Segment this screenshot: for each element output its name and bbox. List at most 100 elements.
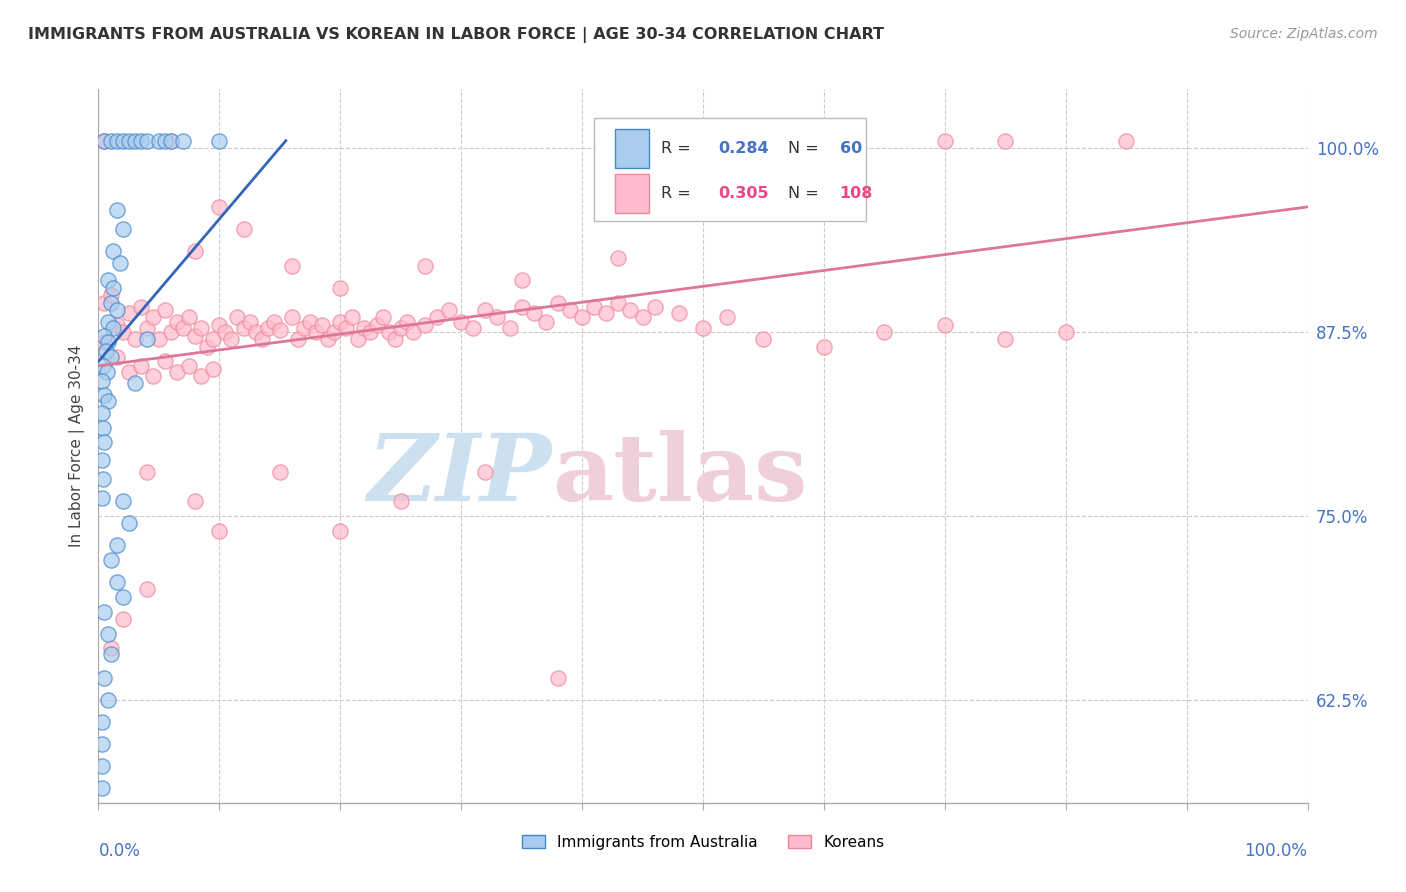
Point — [668, 306, 690, 320]
Point — [135, 320, 157, 334]
Point — [329, 281, 352, 295]
Point — [105, 302, 128, 317]
Point — [813, 340, 835, 354]
Point — [160, 325, 183, 339]
Point — [281, 310, 304, 325]
Point — [239, 315, 262, 329]
Point — [124, 134, 146, 148]
Point — [100, 295, 122, 310]
FancyBboxPatch shape — [595, 118, 866, 221]
Point — [232, 320, 254, 334]
Point — [166, 365, 188, 379]
Point — [108, 256, 131, 270]
Point — [93, 295, 115, 310]
Point — [221, 332, 243, 346]
Point — [91, 406, 114, 420]
Point — [93, 134, 115, 148]
Point — [208, 200, 231, 214]
Point — [413, 318, 436, 332]
Text: IMMIGRANTS FROM AUSTRALIA VS KOREAN IN LABOR FORCE | AGE 30-34 CORRELATION CHART: IMMIGRANTS FROM AUSTRALIA VS KOREAN IN L… — [28, 27, 884, 43]
Point — [179, 310, 201, 325]
Point — [142, 310, 165, 325]
Point — [93, 335, 115, 350]
Point — [97, 394, 120, 409]
Point — [934, 318, 956, 332]
Point — [118, 134, 141, 148]
Point — [202, 361, 225, 376]
Point — [91, 359, 114, 373]
Point — [498, 320, 520, 334]
Point — [148, 332, 170, 346]
Point — [413, 259, 436, 273]
Point — [208, 524, 231, 538]
Point — [226, 310, 249, 325]
Point — [124, 332, 146, 346]
Point — [153, 302, 176, 317]
Text: R =: R = — [661, 141, 696, 156]
Point — [97, 273, 120, 287]
Point — [214, 325, 236, 339]
Point — [160, 134, 183, 148]
Point — [534, 315, 557, 329]
Point — [342, 310, 364, 325]
Point — [269, 465, 291, 479]
Point — [148, 134, 170, 148]
Point — [547, 671, 569, 685]
Point — [91, 781, 114, 796]
Point — [91, 714, 114, 729]
Point — [208, 318, 231, 332]
Point — [129, 300, 152, 314]
Point — [292, 320, 315, 334]
Point — [166, 315, 188, 329]
Point — [111, 222, 134, 236]
Point — [100, 350, 122, 364]
Point — [129, 134, 152, 148]
Point — [105, 318, 128, 332]
Text: 60: 60 — [839, 141, 862, 156]
Point — [269, 324, 291, 338]
Point — [97, 315, 120, 329]
Point — [366, 318, 388, 332]
Text: 100.0%: 100.0% — [1244, 842, 1308, 860]
Point — [323, 325, 346, 339]
Point — [105, 575, 128, 590]
Point — [250, 332, 273, 346]
Point — [93, 435, 115, 450]
Legend: Immigrants from Australia, Koreans: Immigrants from Australia, Koreans — [516, 829, 890, 855]
Point — [93, 671, 115, 685]
Point — [105, 350, 128, 364]
Point — [96, 365, 118, 379]
Point — [97, 693, 120, 707]
Point — [607, 295, 630, 310]
Point — [873, 325, 896, 339]
Point — [135, 332, 157, 346]
Point — [752, 332, 775, 346]
Point — [245, 325, 267, 339]
Point — [111, 325, 134, 339]
Point — [91, 737, 114, 751]
Point — [450, 315, 472, 329]
Point — [184, 244, 207, 258]
Point — [299, 315, 322, 329]
Point — [172, 134, 194, 148]
Point — [97, 335, 120, 350]
Point — [184, 494, 207, 508]
Point — [91, 420, 114, 434]
Point — [994, 332, 1017, 346]
Point — [91, 759, 114, 773]
Point — [571, 310, 593, 325]
Point — [184, 329, 207, 343]
Point — [190, 320, 212, 334]
Point — [595, 306, 617, 320]
Point — [105, 202, 128, 217]
Point — [934, 134, 956, 148]
Point — [101, 244, 124, 258]
Point — [135, 582, 157, 597]
Point — [402, 325, 425, 339]
Point — [377, 325, 399, 339]
Point — [105, 134, 128, 148]
FancyBboxPatch shape — [614, 174, 648, 213]
Point — [172, 320, 194, 334]
Point — [93, 605, 115, 619]
Point — [135, 134, 157, 148]
